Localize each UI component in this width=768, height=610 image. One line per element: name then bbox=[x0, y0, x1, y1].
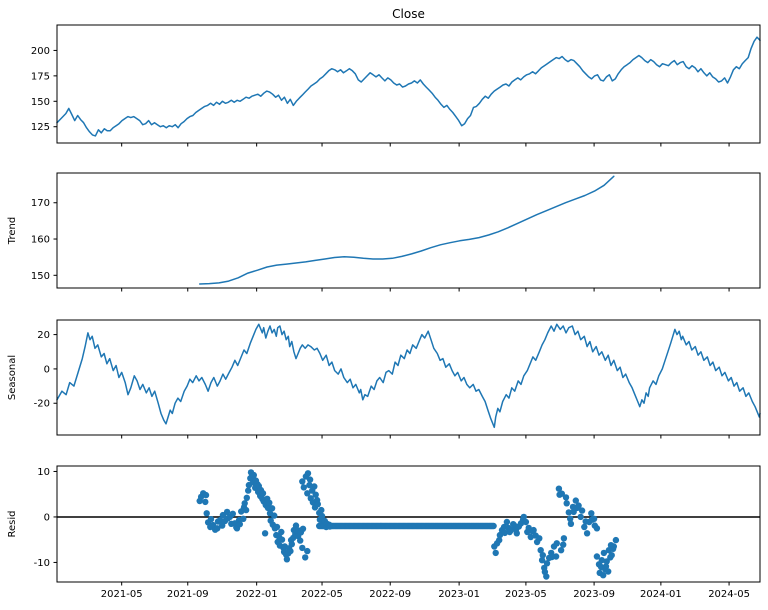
y-tick-label: -20 bbox=[34, 399, 50, 410]
y-tick-label: -10 bbox=[34, 558, 50, 569]
trend-ylabel: Trend bbox=[7, 217, 18, 245]
x-tick-label: 2022-05 bbox=[301, 589, 343, 600]
x-tick-label: 2021-09 bbox=[167, 589, 209, 600]
x-tick-label: 2022-01 bbox=[236, 589, 278, 600]
x-tick-label: 2022-09 bbox=[369, 589, 411, 600]
y-tick-label: 150 bbox=[31, 271, 50, 282]
panel-seasonal: -20 0 20 Seasonal bbox=[7, 319, 761, 439]
x-tick-label: 2024-01 bbox=[640, 589, 682, 600]
trend-frame bbox=[56, 172, 761, 289]
y-tick-label: 200 bbox=[31, 46, 50, 57]
y-tick-label: 20 bbox=[37, 330, 50, 341]
y-tick-label: 0 bbox=[44, 512, 50, 523]
figure-title: Close bbox=[392, 7, 425, 21]
y-tick-label: 175 bbox=[31, 71, 50, 82]
y-tick-label: 0 bbox=[44, 364, 50, 375]
y-tick-label: 170 bbox=[31, 198, 50, 209]
seasonal-frame bbox=[56, 319, 761, 436]
resid-ylabel: Resid bbox=[7, 511, 18, 538]
x-tick-label: 2023-01 bbox=[438, 589, 480, 600]
trend-line bbox=[198, 175, 615, 285]
observed-frame bbox=[56, 24, 761, 144]
seasonal-line bbox=[56, 323, 761, 429]
y-tick-label: 125 bbox=[31, 122, 50, 133]
panel-trend: 150 160 170 Trend bbox=[7, 172, 761, 292]
y-tick-label: 10 bbox=[37, 467, 50, 478]
x-tick-label: 2023-05 bbox=[505, 589, 547, 600]
seasonal-ylabel: Seasonal bbox=[7, 355, 18, 400]
observed-line bbox=[56, 36, 761, 137]
x-tick-label: 2021-05 bbox=[101, 589, 143, 600]
x-tick-label: 2024-05 bbox=[708, 589, 750, 600]
panel-observed: 125 150 175 200 bbox=[31, 24, 761, 147]
panel-resid: -10 0 10 Resid bbox=[7, 465, 761, 586]
y-tick-label: 160 bbox=[31, 235, 50, 246]
y-tick-label: 150 bbox=[31, 97, 50, 108]
resid-scatter bbox=[196, 469, 620, 580]
x-tick-label: 2023-09 bbox=[573, 589, 615, 600]
resid-frame bbox=[56, 465, 761, 583]
